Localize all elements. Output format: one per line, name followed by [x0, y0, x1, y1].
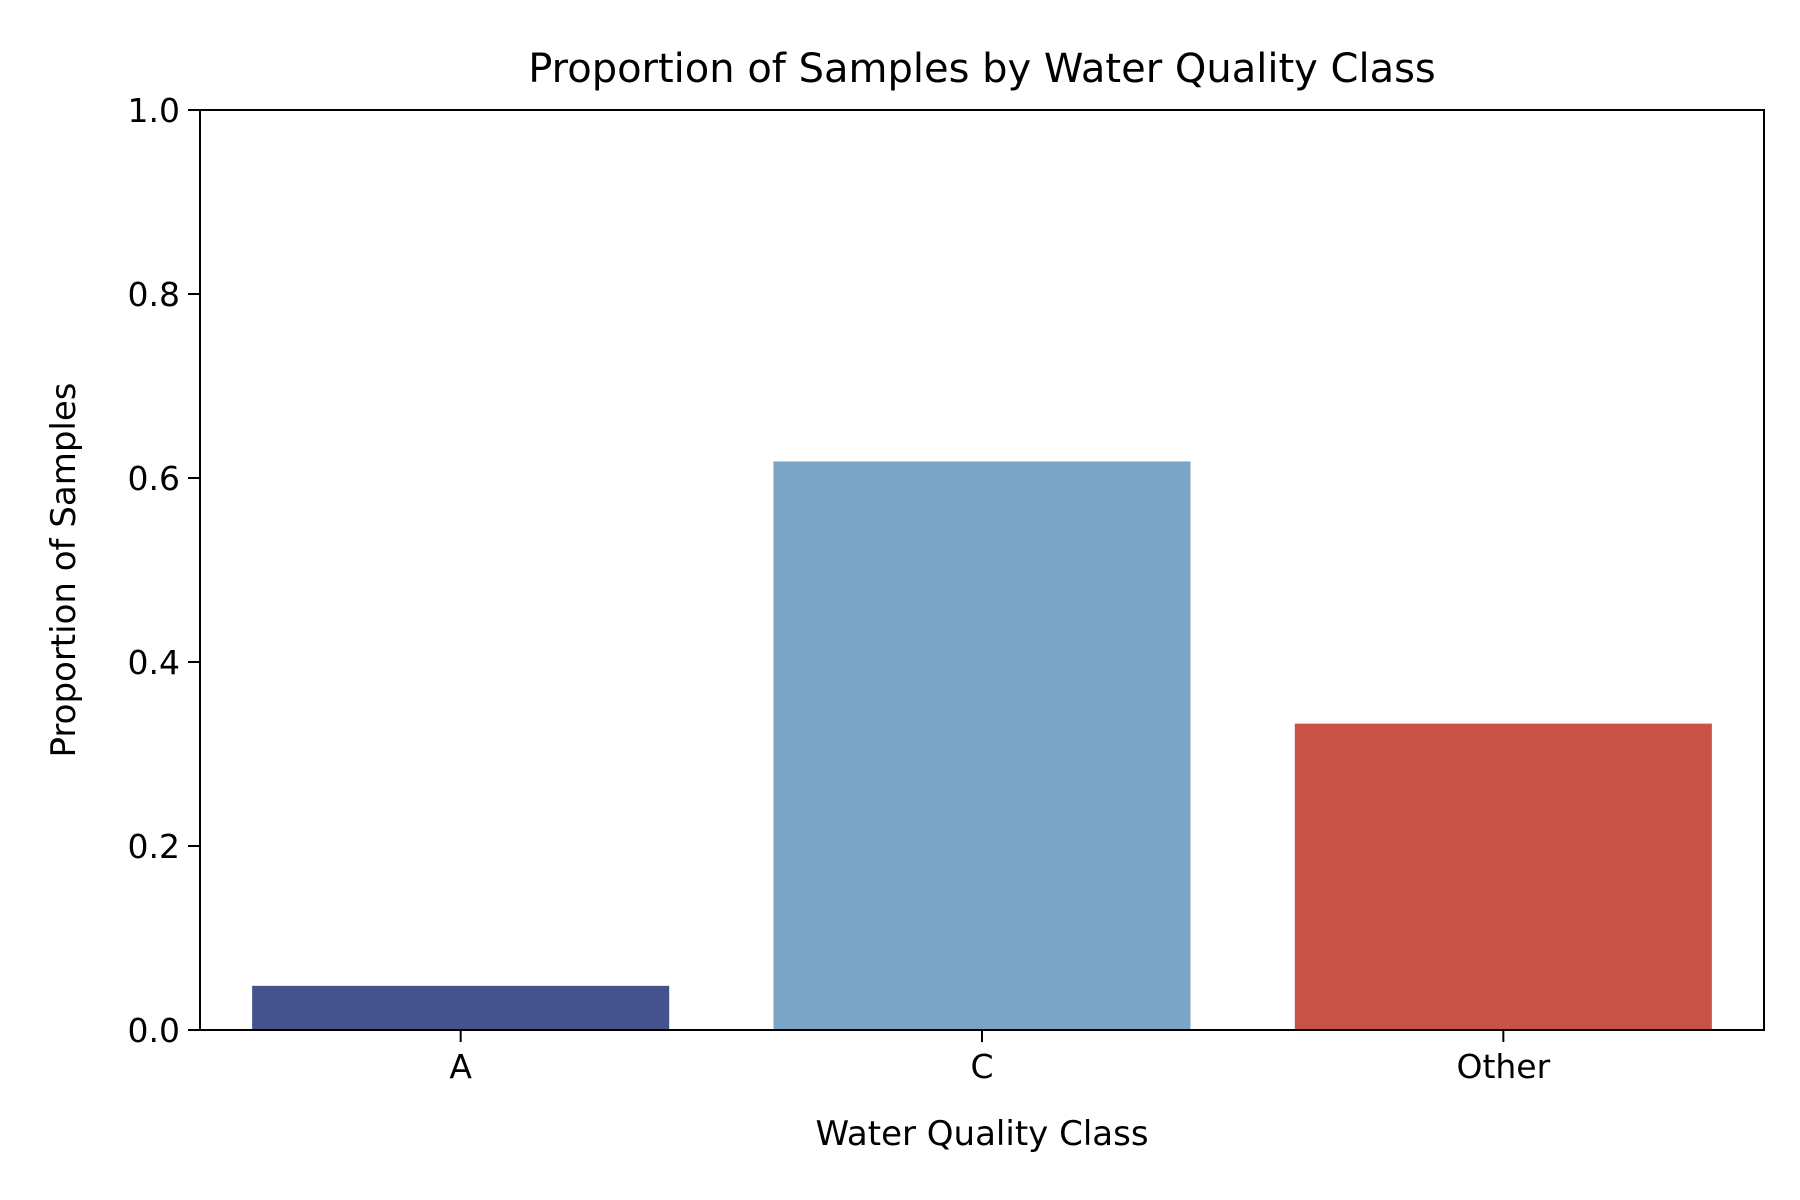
- x-tick-label-a: A: [449, 1047, 472, 1086]
- x-tick-label-c: C: [970, 1047, 993, 1086]
- y-tick-label-2: 0.4: [128, 643, 180, 682]
- bar-other: [1294, 723, 1712, 1030]
- y-tick-label-4: 0.8: [128, 275, 180, 314]
- bars-group: [252, 461, 1712, 1030]
- bar-c: [773, 461, 1191, 1030]
- chart-title: Proportion of Samples by Water Quality C…: [528, 46, 1436, 92]
- x-axis: A C Other: [449, 1030, 1551, 1086]
- x-tick-label-other: Other: [1456, 1047, 1550, 1086]
- y-tick-label-5: 1.0: [128, 91, 180, 130]
- y-axis: 0.0 0.2 0.4 0.6 0.8 1.0: [128, 91, 200, 1050]
- y-axis-label: Proportion of Samples: [44, 382, 84, 757]
- bar-a: [252, 985, 670, 1030]
- y-tick-label-0: 0.0: [128, 1011, 180, 1050]
- y-tick-label-3: 0.6: [128, 459, 180, 498]
- y-tick-label-1: 0.2: [128, 827, 180, 866]
- x-axis-label: Water Quality Class: [815, 1114, 1148, 1154]
